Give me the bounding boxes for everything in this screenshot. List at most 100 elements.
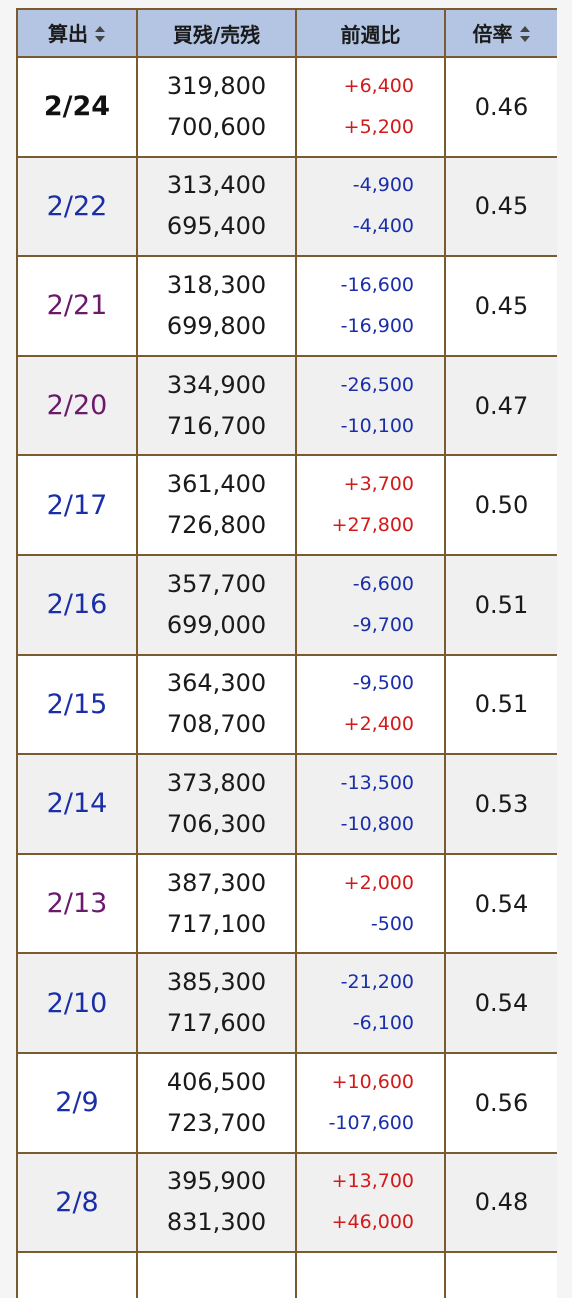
header-date-label: 算出 — [48, 22, 88, 47]
ratio-cell: 0.51 — [444, 553, 557, 656]
sell-balance: 717,100 — [166, 909, 267, 938]
table-row: 2/10 385,300 717,600 -21,200 -6,100 0.54 — [16, 952, 557, 1054]
balance-cell: 318,300 699,800 — [136, 255, 297, 357]
date-text: 2/16 — [46, 589, 108, 621]
buy-change: +3,700 — [343, 473, 414, 496]
sell-change: +27,800 — [331, 514, 414, 537]
buy-change: +2,000 — [343, 871, 414, 894]
date-text: 2/13 — [46, 888, 108, 920]
ratio-cell: 0.45 — [444, 155, 557, 258]
sell-balance: 716,700 — [166, 411, 267, 440]
buy-change: -16,600 — [340, 273, 414, 296]
sell-balance: 700,600 — [166, 112, 267, 141]
buy-balance: 395,900 — [166, 1167, 267, 1196]
sort-header-ratio[interactable]: 倍率 — [444, 8, 557, 58]
sell-change: -9,700 — [352, 613, 414, 636]
sell-balance: 706,300 — [166, 809, 267, 838]
buy-balance: 334,900 — [166, 370, 267, 399]
sell-balance: 699,000 — [166, 610, 267, 639]
change-cell: +10,600 -107,600 — [295, 1051, 446, 1154]
ratio-cell — [444, 1251, 557, 1298]
ratio-cell: 0.48 — [444, 1151, 557, 1254]
buy-change: +10,600 — [331, 1070, 414, 1093]
table-row: 2/8 395,900 831,300 +13,700 +46,000 0.48 — [16, 1151, 557, 1254]
buy-balance: 361,400 — [166, 470, 267, 499]
ratio-cell: 0.51 — [444, 653, 557, 756]
date-text: 2/14 — [46, 788, 108, 820]
change-cell: +2,000 -500 — [295, 852, 446, 955]
change-cell: -6,600 -9,700 — [295, 553, 446, 656]
sell-change: +5,200 — [343, 115, 414, 138]
sell-balance: 723,700 — [166, 1108, 267, 1137]
buy-balance: 319,800 — [166, 71, 267, 100]
buy-balance: 364,300 — [166, 669, 267, 698]
sell-change: -10,100 — [340, 414, 414, 437]
sell-balance: 708,700 — [166, 710, 267, 739]
ratio-cell: 0.47 — [444, 354, 557, 457]
date-cell: 2/8 — [16, 1151, 138, 1254]
sell-change: -6,100 — [352, 1012, 414, 1035]
change-cell: -13,500 -10,800 — [295, 753, 446, 855]
sell-change: +2,400 — [343, 713, 414, 736]
table-row: 2/20 334,900 716,700 -26,500 -10,100 0.47 — [16, 354, 557, 457]
sell-change: -500 — [370, 912, 414, 935]
sell-change: +46,000 — [331, 1211, 414, 1234]
change-cell: -16,600 -16,900 — [295, 255, 446, 357]
sell-change: -107,600 — [328, 1111, 414, 1134]
buy-balance: 385,300 — [166, 968, 267, 997]
margin-balance-table: 算出 買残/売残 前週比 倍率 2/24 319,800 700,600 +6,400… — [16, 8, 557, 1298]
header-change: 前週比 — [295, 8, 446, 58]
date-text: 2/15 — [46, 688, 108, 720]
balance-cell: 357,700 699,000 — [136, 553, 297, 656]
table-row: 2/17 361,400 726,800 +3,700 +27,800 0.50 — [16, 454, 557, 556]
sell-balance: 831,300 — [166, 1208, 267, 1237]
balance-cell: 361,400 726,800 — [136, 454, 297, 556]
sort-up-down-icon — [519, 24, 531, 48]
ratio-cell: 0.50 — [444, 454, 557, 556]
sell-balance: 726,800 — [166, 511, 267, 540]
buy-change: +13,700 — [331, 1170, 414, 1193]
ratio-cell: 0.54 — [444, 852, 557, 955]
header-ratio-label: 倍率 — [472, 22, 513, 47]
date-cell: 2/17 — [16, 454, 138, 556]
header-balance: 買残/売残 — [136, 8, 297, 58]
ratio-cell: 0.46 — [444, 56, 557, 158]
change-cell: +3,700 +27,800 — [295, 454, 446, 556]
table-row — [16, 1251, 557, 1298]
buy-change: -9,500 — [352, 672, 414, 695]
ratio-cell: 0.56 — [444, 1051, 557, 1154]
table-row: 2/16 357,700 699,000 -6,600 -9,700 0.51 — [16, 553, 557, 656]
buy-change: -4,900 — [352, 174, 414, 197]
change-cell: -9,500 +2,400 — [295, 653, 446, 756]
buy-change: -26,500 — [340, 373, 414, 396]
date-cell: 2/15 — [16, 653, 138, 756]
sell-change: -4,400 — [352, 215, 414, 238]
date-cell — [16, 1251, 138, 1298]
header-change-label: 前週比 — [340, 22, 401, 47]
date-text: 2/10 — [46, 987, 108, 1019]
date-cell: 2/24 — [16, 56, 138, 158]
balance-cell: 406,500 723,700 — [136, 1051, 297, 1154]
change-cell: -21,200 -6,100 — [295, 952, 446, 1054]
balance-cell: 385,300 717,600 — [136, 952, 297, 1054]
balance-cell: 364,300 708,700 — [136, 653, 297, 756]
sell-balance: 695,400 — [166, 212, 267, 241]
date-cell: 2/22 — [16, 155, 138, 258]
balance-cell: 319,800 700,600 — [136, 56, 297, 158]
buy-change: -6,600 — [352, 572, 414, 595]
balance-cell — [136, 1251, 297, 1298]
sell-balance: 717,600 — [166, 1009, 267, 1038]
balance-cell: 387,300 717,100 — [136, 852, 297, 955]
margin-balance-table-container: 算出 買残/売残 前週比 倍率 2/24 319,800 700,600 +6,400… — [16, 8, 557, 1298]
table-row: 2/13 387,300 717,100 +2,000 -500 0.54 — [16, 852, 557, 955]
sell-balance: 699,800 — [166, 311, 267, 340]
buy-balance: 373,800 — [166, 768, 267, 797]
date-text: 2/17 — [46, 489, 108, 521]
change-cell — [295, 1251, 446, 1298]
change-cell: +6,400 +5,200 — [295, 56, 446, 158]
table-row: 2/14 373,800 706,300 -13,500 -10,800 0.53 — [16, 753, 557, 855]
change-cell: -26,500 -10,100 — [295, 354, 446, 457]
balance-cell: 313,400 695,400 — [136, 155, 297, 258]
buy-change: -21,200 — [340, 971, 414, 994]
sort-header-date[interactable]: 算出 — [16, 8, 138, 58]
